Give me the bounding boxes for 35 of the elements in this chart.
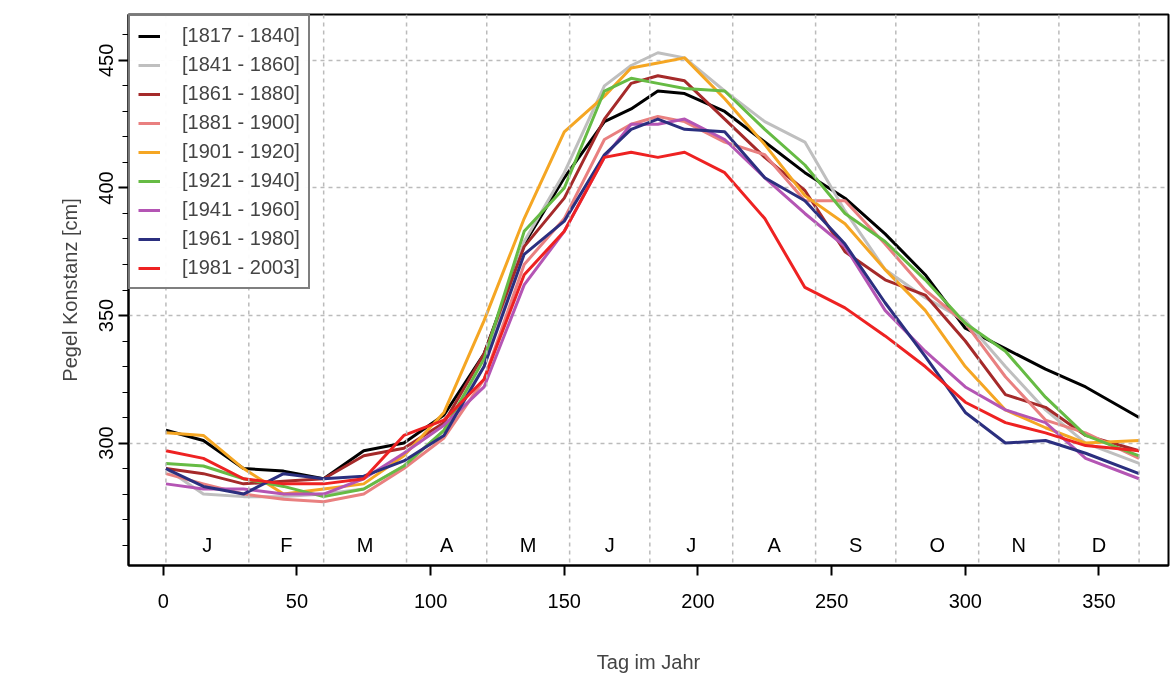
- x-axis-title: Tag im Jahr: [596, 650, 701, 673]
- annotation: F: [280, 533, 293, 556]
- legend-label: [1841 - 1860]: [182, 53, 300, 76]
- legend-label: [1817 - 1840]: [182, 24, 300, 47]
- annotation: D: [1091, 533, 1107, 556]
- x-tick-label: 200: [681, 589, 715, 612]
- x-tick-label: 0: [157, 589, 169, 612]
- x-tick-label: 250: [814, 589, 849, 612]
- y-tick-label: 400: [95, 171, 118, 205]
- legend-label: [1901 - 1920]: [182, 140, 300, 163]
- x-tick-label: 150: [547, 589, 581, 612]
- annotation: O: [929, 533, 946, 556]
- annotation: J: [686, 533, 697, 556]
- legend-label: [1941 - 1960]: [182, 198, 300, 221]
- annotation: M: [519, 533, 537, 556]
- annotation: J: [604, 533, 615, 556]
- legend-label: [1981 - 2003]: [182, 256, 300, 279]
- x-tick-label: 50: [285, 589, 309, 612]
- x-tick-label: 350: [1082, 589, 1116, 612]
- legend-label: [1961 - 1980]: [182, 227, 300, 250]
- annotation: M: [356, 533, 374, 556]
- annotation: A: [767, 533, 782, 556]
- y-tick-label: 300: [95, 426, 118, 460]
- y-tick-label: 450: [95, 43, 118, 78]
- annotation: A: [439, 533, 454, 556]
- annotation: S: [849, 533, 863, 556]
- annotation: N: [1011, 533, 1027, 556]
- x-tick-label: 300: [948, 589, 982, 612]
- y-tick-label: 350: [95, 298, 118, 333]
- legend-label: [1881 - 1900]: [182, 111, 300, 134]
- y-axis-title: Pegel Konstanz [cm]: [58, 198, 81, 382]
- x-tick-label: 100: [413, 589, 448, 612]
- annotation: J: [202, 533, 213, 556]
- legend-label: [1921 - 1940]: [182, 169, 300, 192]
- legend-label: [1861 - 1880]: [182, 82, 300, 105]
